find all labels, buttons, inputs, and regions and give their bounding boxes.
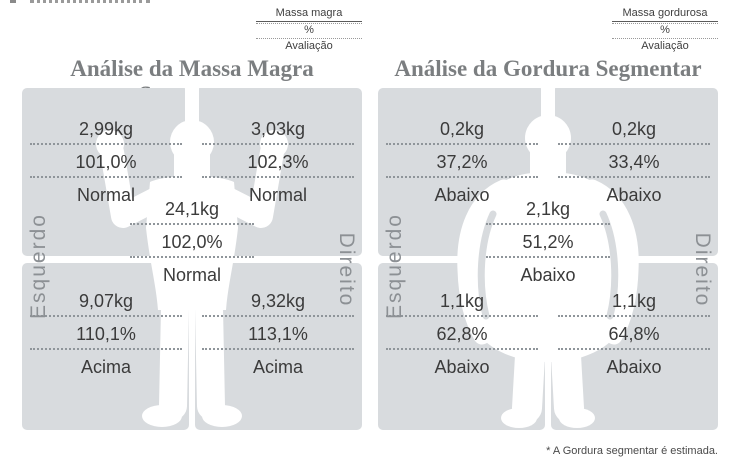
footnote: * A Gordura segmentar é estimada.: [546, 445, 718, 457]
segment-mass-value: 0,2kg: [558, 120, 710, 145]
side-label-left: Esquerdo: [383, 213, 406, 319]
legend-metric-label: Massa gordurosa: [612, 7, 718, 22]
segment-left-arm: 2,99kg 101,0% Normal: [30, 120, 182, 205]
page-top-artifact: [10, 0, 16, 3]
segment-evaluation: Abaixo: [520, 265, 576, 285]
segment-percent-value: 37,2%: [386, 153, 538, 178]
segment-trunk: 2,1kg 51,2% Abaixo: [486, 200, 610, 285]
legend-metric-label: Massa magra: [256, 7, 362, 22]
segment-trunk: 24,1kg 102,0% Normal: [130, 200, 254, 285]
segment-mass-value: 9,07kg: [30, 292, 182, 317]
segment-mass-value: 9,32kg: [202, 292, 354, 317]
segment-right-arm: 3,03kg 102,3% Normal: [202, 120, 354, 205]
segment-mass-value: 24,1kg: [130, 200, 254, 225]
segment-evaluation: Abaixo: [434, 357, 490, 377]
segment-right-leg: 9,32kg 113,1% Acima: [202, 292, 354, 377]
segment-percent-value: 110,1%: [30, 325, 182, 350]
segment-evaluation: Acima: [252, 357, 303, 377]
segment-left-arm: 0,2kg 37,2% Abaixo: [386, 120, 538, 205]
section-title-fat-mass: Análise da Gordura Segmentar: [394, 56, 702, 81]
panel-lean-mass: 2,99kg 101,0% Normal 3,03kg 102,3% Norma…: [22, 88, 362, 430]
segment-mass-value: 1,1kg: [558, 292, 710, 317]
legend-evaluation-label: Avaliação: [285, 40, 333, 52]
segment-mass-value: 3,03kg: [202, 120, 354, 145]
segment-left-leg: 1,1kg 62,8% Abaixo: [386, 292, 538, 377]
segment-percent-value: 64,8%: [558, 325, 710, 350]
segment-percent-value: 101,0%: [30, 153, 182, 178]
segment-percent-value: 62,8%: [386, 325, 538, 350]
segment-mass-value: 0,2kg: [386, 120, 538, 145]
segment-evaluation: Acima: [80, 357, 131, 377]
segment-mass-value: 2,99kg: [30, 120, 182, 145]
segment-percent-value: 33,4%: [558, 153, 710, 178]
legend-lean-mass: Massa magra % Avaliação: [256, 7, 362, 53]
segment-percent-value: 51,2%: [486, 233, 610, 258]
segment-evaluation: Normal: [162, 265, 221, 285]
legend-percent-label: %: [256, 23, 362, 39]
segment-percent-value: 102,3%: [202, 153, 354, 178]
legend-percent-label: %: [612, 23, 718, 39]
segment-right-leg: 1,1kg 64,8% Abaixo: [558, 292, 710, 377]
page-top-dotted-line: [30, 0, 150, 3]
side-label-left: Esquerdo: [27, 213, 50, 319]
side-label-right: Direito: [335, 232, 358, 308]
legend-fat-mass: Massa gordurosa % Avaliação: [612, 7, 718, 53]
panel-fat-mass: 0,2kg 37,2% Abaixo 0,2kg 33,4% Abaixo 2,…: [378, 88, 718, 430]
segment-mass-value: 2,1kg: [486, 200, 610, 225]
segment-evaluation: Abaixo: [606, 357, 662, 377]
segment-percent-value: 113,1%: [202, 325, 354, 350]
segment-left-leg: 9,07kg 110,1% Acima: [30, 292, 182, 377]
legend-evaluation-label: Avaliação: [641, 40, 689, 52]
segment-right-arm: 0,2kg 33,4% Abaixo: [558, 120, 710, 205]
side-label-right: Direito: [691, 232, 714, 308]
segment-percent-value: 102,0%: [130, 233, 254, 258]
segment-mass-value: 1,1kg: [386, 292, 538, 317]
